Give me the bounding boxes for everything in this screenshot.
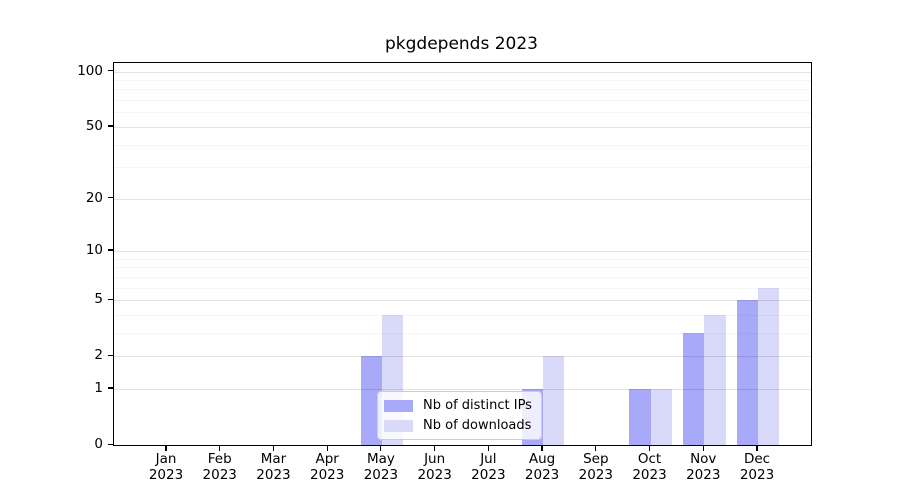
gridline-40 [114,144,811,146]
y-tick-label: 20 [85,189,103,206]
bar-downloads [758,287,780,445]
gridline-5 [114,300,811,302]
x-tick-label: May 2023 [363,451,399,483]
x-tick-mark [219,445,221,451]
y-tick-mark [108,197,113,199]
bar-distinct-ips [736,300,758,445]
gridline-7 [114,276,811,278]
legend-swatch-distinct-ips-icon [384,399,413,412]
x-tick-label: Jun 2023 [417,451,452,483]
x-tick-label: Jul 2023 [471,451,506,483]
y-tick-label: 10 [85,241,103,258]
x-tick-mark [702,445,704,451]
gridline-3 [114,332,811,334]
legend-label-downloads: Nb of downloads [423,418,532,433]
y-tick-mark [108,125,113,127]
bar-downloads [650,388,672,445]
y-tick-mark [108,387,113,389]
gridline-50 [114,126,811,128]
x-tick-label: Aug 2023 [524,451,560,483]
y-tick-label: 100 [77,62,103,79]
gridline-4 [114,314,811,316]
plot-area [113,62,812,446]
x-tick-mark [165,445,167,451]
gridline-30 [114,167,811,169]
x-tick-mark [326,445,328,451]
y-tick-mark [108,249,113,251]
x-tick-mark [756,445,758,451]
gridline-1 [114,388,811,390]
legend-swatch-downloads-icon [384,419,413,432]
gridline-10 [114,250,811,252]
x-tick-mark [648,445,651,451]
bar-downloads [704,314,726,445]
y-tick-mark [108,298,113,300]
x-tick-label: Apr 2023 [309,451,345,483]
x-tick-mark [272,445,275,451]
y-tick-label: 2 [94,347,103,364]
gridline-70 [114,100,811,102]
x-tick-label: Dec 2023 [739,451,775,483]
gridline-20 [114,198,811,200]
gridline-8 [114,267,811,269]
x-tick-label: Oct 2023 [632,451,667,483]
x-tick-label: Feb 2023 [202,451,237,483]
x-tick-label: Nov 2023 [686,451,721,483]
gridline-2 [114,356,811,358]
x-tick-label: Sep 2023 [578,451,613,483]
x-tick-mark [434,445,436,451]
bar-distinct-ips [682,332,705,445]
y-tick-mark [108,354,113,356]
gridline-100 [114,71,811,73]
y-tick-label: 5 [94,291,103,308]
x-tick-label: Jan 2023 [148,451,184,483]
grid-layer [114,63,811,445]
gridline-6 [114,287,811,289]
bar-downloads [543,356,565,445]
bar-distinct-ips [360,356,382,445]
chart-title: pkgdepends 2023 [384,34,539,54]
y-tick-label: 1 [94,379,103,396]
bar-distinct-ips [629,388,651,445]
x-tick-label: Mar 2023 [256,451,291,483]
legend-item-downloads: Nb of downloads [384,417,532,434]
legend-label-distinct-ips: Nb of distinct IPs [423,398,532,413]
gridline-60 [114,112,811,114]
x-tick-mark [380,445,382,451]
y-tick-mark [108,70,113,72]
legend-item-distinct-ips: Nb of distinct IPs [384,397,532,414]
y-tick-mark [108,443,113,445]
gridline-90 [114,80,811,82]
y-tick-label: 0 [94,436,103,452]
x-tick-mark [487,445,489,451]
y-tick-label: 50 [85,117,103,134]
gridline-80 [114,89,811,91]
x-tick-mark [541,445,543,451]
x-tick-mark [595,445,597,451]
gridline-9 [114,258,811,260]
legend: Nb of distinct IPs Nb of downloads [377,391,542,440]
